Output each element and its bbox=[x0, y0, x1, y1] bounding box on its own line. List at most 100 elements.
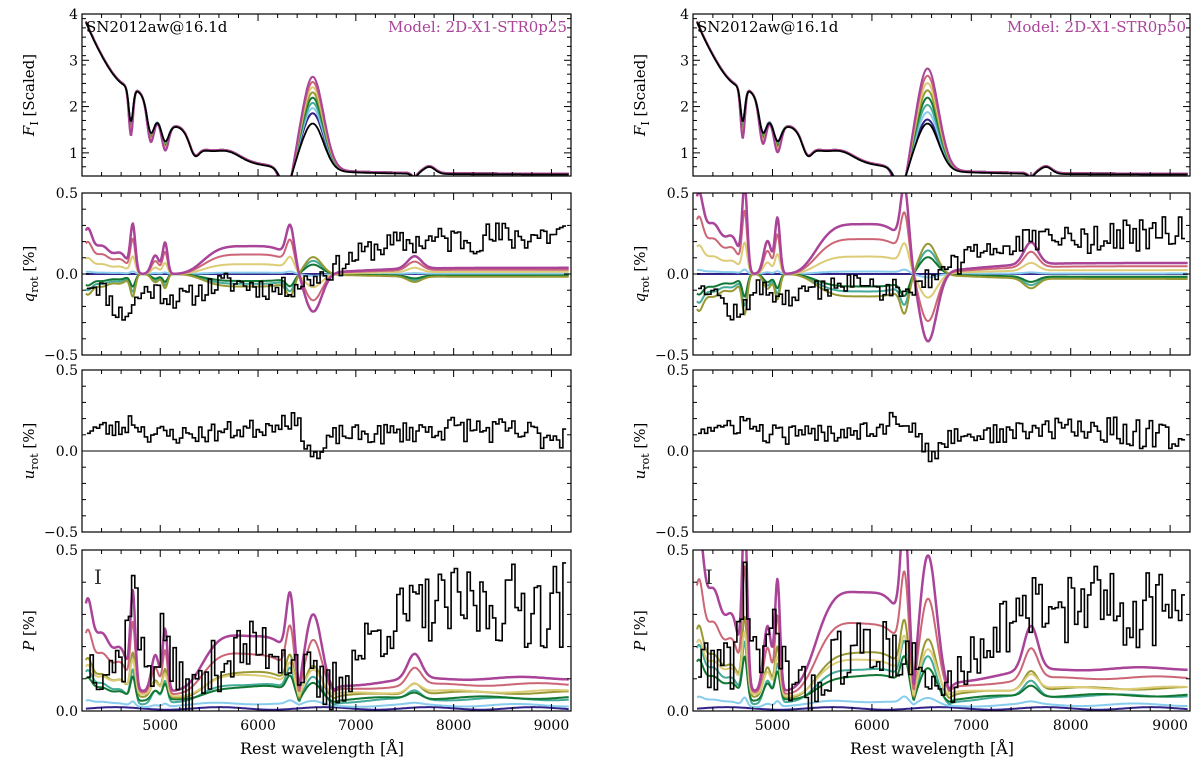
axes-frame bbox=[81, 13, 572, 177]
axes-frame bbox=[692, 13, 1191, 177]
y-axis-label: qrot [%] bbox=[631, 246, 652, 303]
model-flux-3 bbox=[84, 21, 569, 176]
observed-q bbox=[698, 216, 1185, 321]
y-tick-label: 0.5 bbox=[667, 186, 689, 202]
model-p-0 bbox=[696, 706, 1188, 711]
x-tick-label: 7000 bbox=[953, 718, 989, 734]
observed-p bbox=[698, 561, 1185, 711]
panel-q-0: −0.5 0.0 0.5 qrot [%] bbox=[20, 186, 572, 364]
object-label: SN2012aw@16.1d bbox=[86, 18, 228, 36]
plot-area bbox=[696, 21, 1188, 176]
observed-flux bbox=[85, 21, 569, 176]
error-bar-marker: I bbox=[94, 565, 102, 589]
y-tick-label: 2 bbox=[69, 100, 78, 116]
model-flux-7 bbox=[84, 21, 569, 176]
x-axis-label-right: Rest wavelength [Å] bbox=[850, 738, 1014, 758]
y-tick-label: 1 bbox=[680, 146, 689, 162]
model-q-1 bbox=[85, 270, 569, 277]
model-flux-4 bbox=[84, 21, 569, 176]
observed-q bbox=[86, 222, 567, 321]
model-q-3 bbox=[85, 263, 569, 288]
y-axis-label: FI [Scaled] bbox=[631, 54, 652, 137]
y-tick-label: 1 bbox=[69, 146, 78, 162]
model-p-1 bbox=[85, 699, 569, 708]
plot-area bbox=[82, 412, 571, 460]
observed-flux bbox=[696, 21, 1188, 176]
x-tick-label: 6000 bbox=[240, 718, 276, 734]
y-tick-label: 3 bbox=[69, 53, 78, 69]
right-column: 1 2 3 4 FI [Scaled] SN2012aw@16.1d Model: 2D-X… bbox=[631, 7, 1191, 734]
y-tick-label: −0.5 bbox=[44, 348, 78, 364]
x-tick-label: 7000 bbox=[338, 718, 374, 734]
panel-flux-0: 1 2 3 4 FI [Scaled] SN2012aw@16.1d Model: 2D-X… bbox=[20, 7, 572, 177]
model-q-4 bbox=[85, 256, 569, 298]
y-tick-label: 0.0 bbox=[56, 704, 78, 720]
left-column: 1 2 3 4 FI [Scaled] SN2012aw@16.1d Model: 2D-X… bbox=[20, 7, 572, 734]
y-tick-label: 0.5 bbox=[56, 363, 78, 379]
axes-frame bbox=[692, 549, 1191, 712]
panel-q-1: −0.5 0.0 0.5 qrot [%] bbox=[631, 186, 1191, 364]
y-tick-label: 4 bbox=[680, 7, 689, 23]
model-label: Model: 2D-X1-STR0p25 bbox=[388, 18, 567, 36]
model-q-7 bbox=[695, 193, 1189, 343]
y-tick-label: 2 bbox=[680, 100, 689, 116]
panel-flux-1: 1 2 3 4 FI [Scaled] SN2012aw@16.1d Model: 2D-X… bbox=[631, 7, 1191, 177]
x-tick-label: 5000 bbox=[142, 718, 178, 734]
panel-u-1: −0.5 0.0 0.5 urot [%] bbox=[631, 363, 1191, 541]
model-flux-5 bbox=[696, 21, 1188, 176]
y-tick-label: −0.5 bbox=[655, 348, 689, 364]
x-tick-label: 9000 bbox=[534, 718, 570, 734]
model-flux-2 bbox=[84, 21, 569, 176]
model-flux-6 bbox=[84, 21, 569, 176]
model-flux-2 bbox=[696, 21, 1188, 176]
model-flux-7 bbox=[696, 21, 1188, 176]
plot-area bbox=[693, 193, 1190, 343]
model-p-1 bbox=[696, 695, 1188, 708]
y-tick-label: −0.5 bbox=[655, 525, 689, 541]
y-axis-label: urot [%] bbox=[20, 423, 41, 480]
plot-area bbox=[82, 222, 571, 321]
x-tick-label: 5000 bbox=[755, 718, 791, 734]
observed-u bbox=[86, 412, 567, 460]
model-flux-1 bbox=[696, 21, 1188, 176]
y-tick-label: 0.5 bbox=[667, 543, 689, 559]
model-q-7 bbox=[84, 222, 570, 313]
y-tick-label: 0.5 bbox=[56, 543, 78, 559]
plot-area bbox=[84, 562, 570, 711]
plot-area bbox=[696, 550, 1189, 711]
y-tick-label: 4 bbox=[69, 7, 78, 23]
y-tick-label: 0.0 bbox=[56, 267, 78, 283]
x-tick-label: 8000 bbox=[1053, 718, 1089, 734]
plot-area bbox=[693, 411, 1190, 463]
plot-area bbox=[84, 21, 569, 176]
y-tick-label: 0.5 bbox=[56, 186, 78, 202]
panel-P-1: I 5000 6000 7000 8000 9000 0.0 0.5 P [%] bbox=[631, 543, 1191, 734]
y-axis-label: urot [%] bbox=[631, 423, 652, 480]
model-p-0 bbox=[85, 706, 569, 711]
panel-u-0: −0.5 0.0 0.5 urot [%] bbox=[20, 363, 572, 541]
model-q-1 bbox=[696, 268, 1188, 279]
model-p-7 bbox=[701, 550, 1189, 692]
y-tick-label: 3 bbox=[680, 53, 689, 69]
y-axis-label: qrot [%] bbox=[20, 246, 41, 303]
x-axis-label-left: Rest wavelength [Å] bbox=[240, 738, 404, 758]
y-axis-label: P [%] bbox=[20, 610, 38, 652]
error-bar-marker: I bbox=[705, 565, 713, 589]
model-flux-0 bbox=[84, 21, 569, 176]
x-tick-label: 8000 bbox=[436, 718, 472, 734]
y-axis-label: P [%] bbox=[631, 610, 649, 652]
y-tick-label: 0.0 bbox=[56, 444, 78, 460]
model-label: Model: 2D-X1-STR0p50 bbox=[1007, 18, 1186, 36]
model-flux-0 bbox=[696, 21, 1188, 176]
x-tick-label: 9000 bbox=[1152, 718, 1188, 734]
model-flux-1 bbox=[84, 21, 569, 176]
model-flux-5 bbox=[84, 21, 569, 176]
object-label: SN2012aw@16.1d bbox=[697, 18, 839, 36]
model-flux-6 bbox=[696, 21, 1188, 176]
observed-u bbox=[698, 411, 1185, 463]
model-q-5 bbox=[696, 241, 1188, 299]
y-axis-label: FI [Scaled] bbox=[20, 54, 41, 137]
model-flux-4 bbox=[696, 21, 1188, 176]
y-tick-label: −0.5 bbox=[44, 525, 78, 541]
